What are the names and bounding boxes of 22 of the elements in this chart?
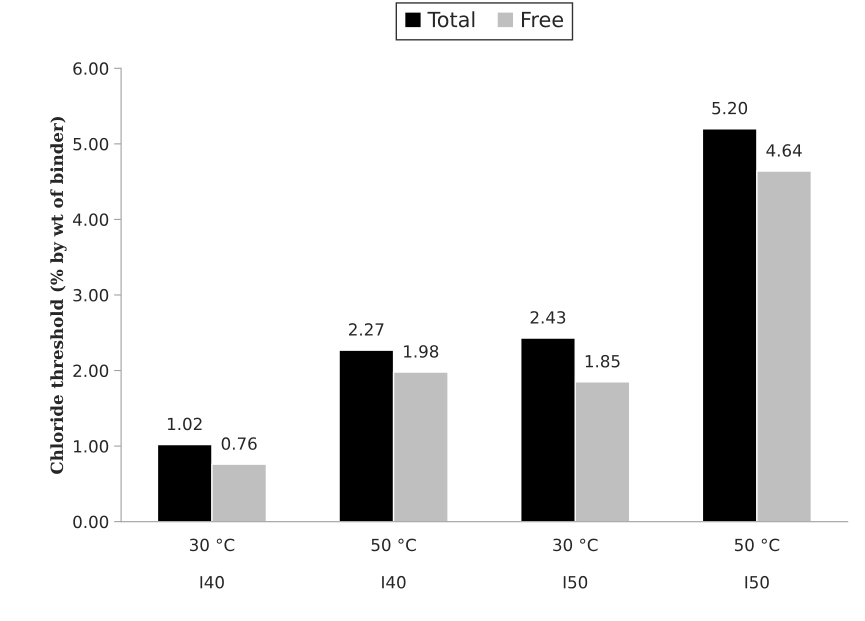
data-label: 5.20 (712, 102, 748, 114)
data-label: 2.43 (530, 311, 566, 324)
legend-label: Free (522, 12, 564, 28)
y-tick-label: 4.00 (73, 213, 108, 226)
category-label: 30 °C I50 (553, 538, 598, 589)
y-tick-label: 6.00 (73, 62, 108, 75)
data-label: 0.76 (222, 437, 257, 450)
data-label: 4.64 (766, 144, 802, 157)
y-tick-label: 1.00 (74, 440, 108, 453)
y-tick-label: 0.00 (73, 516, 108, 528)
category-label: 30 °C I40 (190, 538, 234, 589)
data-label: 1.98 (404, 345, 438, 358)
category-label: 50 °C I40 (372, 538, 416, 589)
data-label: 2.27 (348, 323, 384, 336)
legend-label: Total (427, 11, 474, 28)
data-label: 1.85 (586, 354, 620, 368)
y-axis-title: Chloride threshold (% by wt of binder) (50, 116, 67, 474)
category-label: 50 °C I50 (734, 538, 780, 589)
y-tick-label: 2.00 (73, 364, 108, 378)
data-label: 1.02 (168, 418, 202, 430)
y-tick-label: 3.00 (73, 288, 108, 302)
y-tick-label: 5.00 (73, 138, 108, 150)
